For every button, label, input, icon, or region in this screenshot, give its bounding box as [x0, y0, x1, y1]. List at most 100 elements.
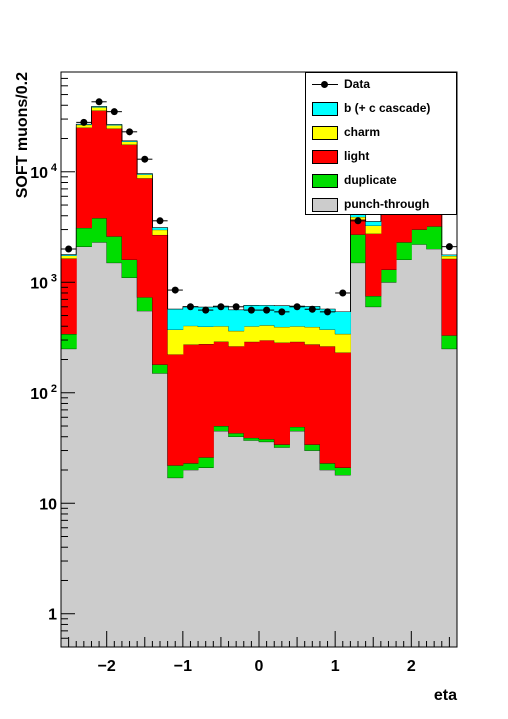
bar-light-bin-1 [76, 128, 92, 228]
bar-light-bin-12 [244, 342, 260, 438]
bar-duplicate-bin-10 [213, 426, 229, 431]
bar-duplicate-bin-0 [61, 334, 77, 349]
bar-light-bin-8 [183, 345, 199, 464]
bar-punch-through-bin-0 [61, 349, 77, 647]
bar-light-bin-14 [274, 343, 290, 445]
bar-charm-bin-13 [259, 325, 275, 340]
bar-punch-through-bin-17 [320, 470, 336, 647]
bar-charm-bin-8 [183, 326, 199, 345]
legend: Data b (+ c cascade) charm light duplica… [305, 72, 457, 215]
bar-duplicate-bin-22 [396, 242, 412, 259]
x-axis-label: eta [434, 687, 457, 704]
legend-item-duplicate: duplicate [306, 169, 456, 193]
x-tick-label: 0 [255, 658, 264, 675]
bar-duplicate-bin-15 [289, 427, 305, 431]
bar-charm-bin-0 [61, 256, 77, 259]
bar-punch-through-bin-14 [274, 447, 290, 647]
bar-charm-bin-10 [213, 326, 229, 341]
bar-duplicate-bin-14 [274, 445, 290, 448]
bar-punch-through-bin-15 [289, 431, 305, 647]
bar-b-c-cascade--bin-11 [229, 310, 245, 331]
legend-label-charm: charm [344, 125, 380, 139]
bar-charm-bin-15 [289, 326, 305, 341]
y-tick-label: 1 [48, 607, 57, 624]
bar-punch-through-bin-13 [259, 442, 275, 647]
legend-label-punch-through: punch-through [344, 197, 429, 211]
bar-punch-through-bin-4 [122, 278, 138, 647]
y-axis-label: SOFT muons/0.2 [14, 72, 31, 198]
legend-label-duplicate: duplicate [344, 173, 397, 187]
bar-duplicate-bin-25 [442, 335, 458, 348]
legend-item-data: Data [306, 73, 456, 97]
bar-punch-through-bin-25 [442, 349, 458, 647]
y-tick-label: 10 [30, 275, 48, 292]
legend-swatch-charm [312, 126, 338, 140]
bar-duplicate-bin-5 [137, 297, 153, 311]
bar-light-bin-7 [168, 354, 184, 465]
legend-swatch-b [312, 102, 338, 116]
bar-charm-bin-2 [91, 107, 107, 110]
bar-punch-through-bin-9 [198, 468, 214, 647]
bar-charm-bin-14 [274, 327, 290, 343]
y-tick-label: 10 [39, 496, 57, 513]
bar-light-bin-15 [289, 342, 305, 427]
bar-duplicate-bin-13 [259, 439, 275, 442]
bar-charm-bin-12 [244, 326, 260, 341]
bar-charm-bin-9 [198, 327, 214, 344]
bar-light-bin-5 [137, 178, 153, 297]
bar-duplicate-bin-21 [381, 270, 397, 283]
bar-duplicate-bin-3 [107, 236, 123, 262]
y-tick-label-exponent: 4 [51, 162, 58, 174]
legend-label-b: b (+ c cascade) [344, 101, 430, 115]
data-point-25 [442, 243, 457, 250]
bar-punch-through-bin-20 [366, 307, 382, 647]
bar-light-bin-0 [61, 259, 77, 335]
legend-swatch-duplicate [312, 174, 338, 188]
bar-punch-through-bin-10 [213, 431, 229, 647]
bar-punch-through-bin-12 [244, 440, 260, 647]
bar-b-c-cascade--bin-18 [335, 312, 351, 334]
bar-charm-bin-25 [442, 256, 458, 259]
bar-punch-through-bin-16 [305, 451, 321, 647]
bar-light-bin-4 [122, 145, 138, 260]
x-tick-label: −2 [98, 658, 116, 675]
data-point-18 [335, 289, 350, 296]
bar-duplicate-bin-23 [411, 230, 427, 245]
bar-duplicate-bin-4 [122, 260, 138, 278]
bar-duplicate-bin-17 [320, 463, 336, 470]
bar-punch-through-bin-2 [91, 242, 107, 647]
bar-punch-through-bin-3 [107, 263, 123, 647]
bar-duplicate-bin-2 [91, 218, 107, 242]
legend-label-data: Data [344, 77, 370, 91]
bar-duplicate-bin-19 [350, 235, 366, 263]
bar-b-c-cascade--bin-7 [168, 309, 184, 330]
legend-item-light: light [306, 145, 456, 169]
bar-b-c-cascade--bin-20 [366, 221, 382, 225]
legend-item-punch-through: punch-through [306, 193, 456, 217]
data-point-2 [91, 98, 106, 105]
bar-punch-through-bin-23 [411, 244, 427, 647]
bar-duplicate-bin-24 [427, 226, 443, 249]
bar-light-bin-3 [107, 129, 123, 237]
bar-punch-through-bin-8 [183, 470, 199, 647]
data-point-6 [152, 217, 167, 224]
bar-light-bin-18 [335, 353, 351, 468]
y-tick-label-exponent: 2 [51, 383, 57, 395]
bar-charm-bin-7 [168, 330, 184, 355]
bar-charm-bin-18 [335, 334, 351, 353]
bar-charm-bin-20 [366, 226, 382, 234]
bar-light-bin-6 [152, 235, 168, 365]
legend-dot-marker [321, 81, 328, 88]
bar-light-bin-17 [320, 346, 336, 463]
bar-duplicate-bin-9 [198, 457, 214, 467]
bar-charm-bin-11 [229, 331, 245, 346]
data-point-11 [229, 303, 244, 310]
y-tick-label: 10 [30, 165, 48, 182]
bar-light-bin-16 [305, 344, 321, 444]
bar-duplicate-bin-18 [335, 468, 351, 475]
bar-charm-bin-6 [152, 230, 168, 235]
data-point-5 [137, 156, 152, 163]
bar-punch-through-bin-5 [137, 311, 153, 647]
legend-swatch-light [312, 150, 338, 164]
bar-punch-through-bin-22 [396, 260, 412, 647]
